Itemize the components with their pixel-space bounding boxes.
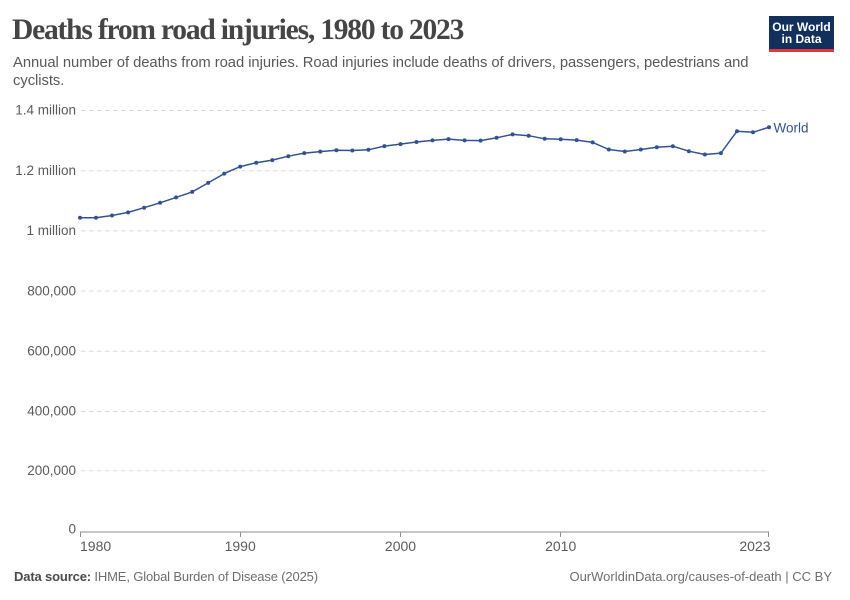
svg-text:1990: 1990 <box>225 538 256 554</box>
svg-text:400,000: 400,000 <box>27 404 76 419</box>
svg-text:2000: 2000 <box>385 538 416 554</box>
svg-text:800,000: 800,000 <box>27 283 76 298</box>
svg-text:200,000: 200,000 <box>27 463 76 478</box>
svg-text:1.4 million: 1.4 million <box>15 103 76 118</box>
svg-text:1 million: 1 million <box>26 223 76 238</box>
svg-text:600,000: 600,000 <box>27 344 76 359</box>
svg-text:World: World <box>774 121 809 136</box>
svg-text:1980: 1980 <box>80 538 111 554</box>
svg-text:1.2 million: 1.2 million <box>15 163 76 178</box>
svg-text:0: 0 <box>68 522 76 537</box>
svg-text:2023: 2023 <box>739 538 770 554</box>
svg-text:2010: 2010 <box>545 538 576 554</box>
